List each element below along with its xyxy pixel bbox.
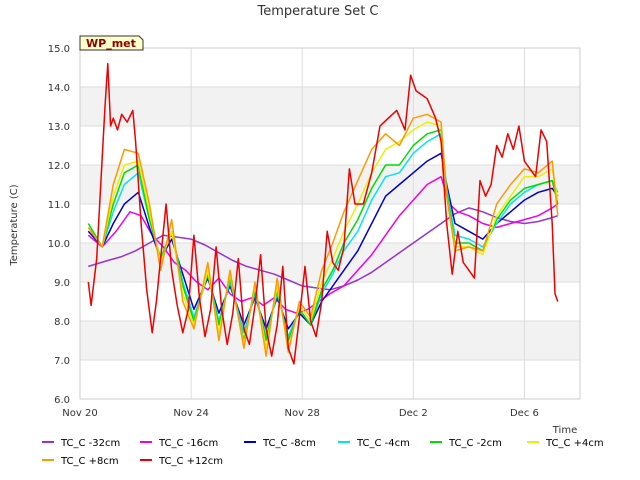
chart-title: Temperature Set C [256,4,378,19]
legend-item: TC_C -4cm [338,438,410,449]
series-line [87,113,559,357]
plot-bands [80,87,580,360]
y-tick-label: 7.0 [54,356,70,367]
legend-label: TC_C -16cm [158,438,218,449]
legend-item: TC_C +12cm [140,456,223,467]
plot-band [80,321,580,360]
legend-item: TC_C -2cm [430,438,502,449]
legend: TC_C -32cm TC_C -16cm TC_C -8cm TC_C -4cm TC… [42,438,604,467]
x-tick-labels: Nov 20 Nov 24 Nov 28 Dec 2 Dec 6 [62,408,539,419]
y-tick-label: 12.0 [48,161,70,172]
x-tick-label: Nov 20 [62,408,97,419]
y-tick-label: 15.0 [48,44,70,55]
legend-label: TC_C +12cm [158,456,223,467]
legend-label: TC_C -8cm [262,438,316,449]
y-tick-label: 14.0 [48,83,70,94]
x-tick-label: Nov 24 [173,408,208,419]
x-axis-label: Time [552,425,577,436]
legend-item: TC_C -16cm [140,438,218,449]
legend-label: TC_C -2cm [448,438,502,449]
station-badge: WP_met [79,35,144,51]
legend-item: TC_C -8cm [244,438,316,449]
y-tick-label: 6.0 [54,395,70,406]
legend-item: TC_C +4cm [527,438,604,449]
badge-box [79,35,144,51]
x-tick-label: Dec 2 [399,408,428,419]
plot-band [80,165,580,204]
x-tick-label: Dec 6 [510,408,539,419]
legend-label: TC_C -4cm [356,438,410,449]
legend-label: TC_C -32cm [60,438,120,449]
y-tick-labels: 6.0 7.0 8.0 9.0 10.0 11.0 12.0 13.0 14.0 15.0 [48,44,70,406]
y-tick-label: 13.0 [48,122,70,133]
y-axis-label: Temperature (C) [9,184,20,266]
y-tick-label: 8.0 [54,317,70,328]
y-tick-label: 9.0 [54,278,70,289]
legend-label: TC_C +8cm [60,456,119,467]
plot-frame [79,47,581,400]
y-tick-label: 10.0 [48,239,70,250]
series-line [87,62,559,365]
y-tick-label: 11.0 [48,200,70,211]
x-tick-label: Nov 28 [285,408,320,419]
legend-item: TC_C +8cm [42,456,119,467]
series-lines [87,62,559,365]
legend-item: TC_C -32cm [42,438,120,449]
badge-label: WP_met [86,37,136,50]
legend-label: TC_C +4cm [545,438,604,449]
plot-band [80,87,580,126]
